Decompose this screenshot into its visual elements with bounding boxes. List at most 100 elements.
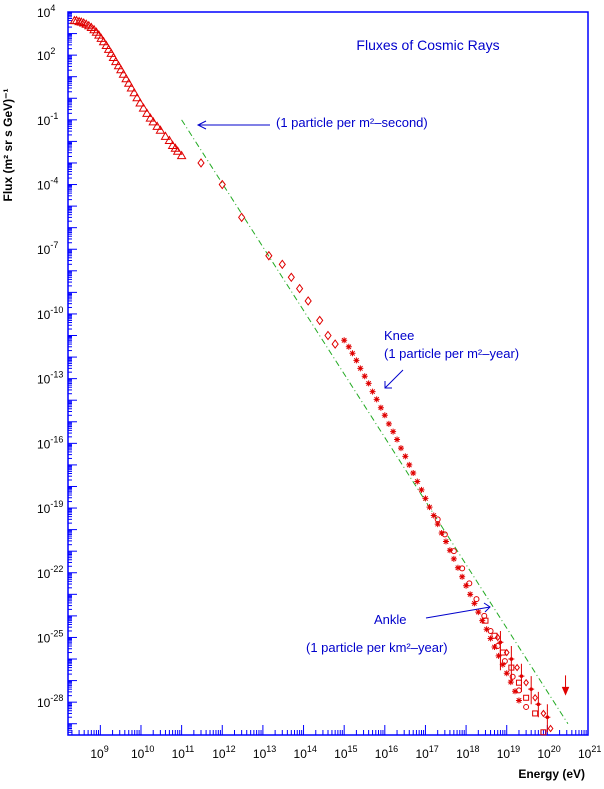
data-point-circle <box>441 531 448 538</box>
data-point-triangle <box>132 92 142 102</box>
data-point-error <box>508 646 515 681</box>
data-point-open-diamond <box>503 648 510 657</box>
data-point-diamond <box>265 250 273 261</box>
y-tick-label: 10-10 <box>37 305 63 322</box>
chart-title: Fluxes of Cosmic Rays <box>356 37 499 53</box>
data-point-star <box>414 478 421 485</box>
data-point-triangle <box>113 60 124 70</box>
data-point-triangle <box>142 108 152 117</box>
data-point-star <box>394 436 401 443</box>
data-point-diamond <box>287 272 295 283</box>
data-point-diamond <box>295 283 304 294</box>
data-point-diamond <box>304 296 312 306</box>
annotation-knee-title: Knee <box>384 328 414 343</box>
data-point-triangle <box>129 87 140 97</box>
data-point-triangle <box>121 73 131 83</box>
data-point-open-diamond <box>494 633 501 642</box>
data-point-star <box>467 591 474 598</box>
data-point-triangle <box>138 103 149 112</box>
x-axis-label: Energy (eV) <box>518 767 585 781</box>
data-point-star <box>483 626 490 633</box>
data-point-circle <box>515 687 522 694</box>
data-point-diamond <box>197 158 205 168</box>
data-point-star <box>438 529 445 536</box>
arrow-knee <box>384 369 404 389</box>
data-point-triangle <box>81 19 92 28</box>
data-point-triangle <box>172 146 183 155</box>
y-tick-label: 10-7 <box>37 240 58 257</box>
y-tick-label: 10-19 <box>37 499 63 516</box>
y-tick-label: 104 <box>37 3 55 20</box>
data-point-diamond <box>331 339 339 349</box>
data-point-star <box>491 644 498 651</box>
data-point-triangle <box>78 17 89 27</box>
data-point-triangle <box>152 121 163 130</box>
data-point-diamond <box>316 315 324 326</box>
x-tick-label: 1016 <box>375 744 398 761</box>
data-point-star <box>507 679 514 686</box>
x-tick-label: 1018 <box>456 744 479 761</box>
data-point-open-diamond <box>547 724 554 733</box>
data-point-triangle <box>108 52 119 61</box>
data-point-star <box>345 343 352 350</box>
x-tick-label: 1020 <box>537 744 560 761</box>
data-point-circle <box>523 703 530 710</box>
data-point-star <box>479 617 486 624</box>
data-point-star <box>454 564 461 571</box>
data-point-triangle <box>164 135 175 145</box>
data-point-star <box>422 495 429 502</box>
data-point-star <box>397 445 404 452</box>
data-point-star <box>503 670 510 677</box>
data-point-star <box>377 404 384 411</box>
data-point-circle <box>466 580 473 587</box>
x-tick-label: 1013 <box>253 744 276 761</box>
data-point-square <box>532 710 539 717</box>
data-point-star <box>442 538 449 545</box>
data-point-star <box>402 453 409 460</box>
y-axis-label: Flux (m² sr s GeV)⁻¹ <box>1 88 15 201</box>
data-point-star <box>512 688 519 695</box>
fit-line <box>181 119 569 724</box>
data-point-error-center <box>545 715 550 720</box>
data-point-open-diamond <box>540 709 547 718</box>
data-point-star <box>495 652 502 659</box>
data-point-circle <box>473 596 480 603</box>
data-point-star <box>410 470 417 477</box>
data-point-circle <box>487 627 494 634</box>
y-tick-label: 10-28 <box>37 693 63 710</box>
x-tick-label: 1019 <box>497 744 520 761</box>
arrow-second-head <box>196 120 207 130</box>
x-tick-label: 1010 <box>131 744 154 761</box>
data-point-diamond <box>238 212 246 223</box>
x-tick-label: 1015 <box>334 744 357 761</box>
x-tick-label: 1011 <box>172 744 195 761</box>
data-point-triangle <box>176 150 187 160</box>
x-tick-label: 1021 <box>578 744 601 761</box>
x-tick-label: 109 <box>90 744 108 761</box>
data-point-square <box>540 729 547 736</box>
data-point-error-center <box>519 674 524 678</box>
data-point-error-center <box>509 657 514 661</box>
data-point-triangle <box>110 56 121 66</box>
data-point-star <box>357 365 364 372</box>
data-point-error-center <box>498 640 503 645</box>
arrow-ankle <box>425 606 491 619</box>
data-point-star <box>446 547 453 554</box>
data-point-star <box>450 555 457 562</box>
data-point-star <box>463 582 470 589</box>
data-point-open-diamond <box>532 693 539 702</box>
data-point-circle <box>509 673 516 680</box>
data-point-star <box>390 428 397 435</box>
data-point-triangle <box>76 17 87 26</box>
annotation-second: (1 particle per m²–second) <box>276 115 428 130</box>
annotation-arrows <box>196 120 491 619</box>
data-point-star <box>430 512 437 519</box>
data-point-circle <box>459 565 466 572</box>
x-tick-label: 1012 <box>212 744 235 761</box>
data-markers <box>69 15 570 736</box>
data-point-circle <box>450 548 457 555</box>
data-point-star <box>515 697 522 704</box>
data-point-circle <box>434 516 441 523</box>
data-point-star <box>499 661 506 668</box>
